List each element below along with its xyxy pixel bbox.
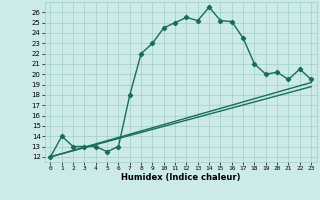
- X-axis label: Humidex (Indice chaleur): Humidex (Indice chaleur): [121, 173, 241, 182]
